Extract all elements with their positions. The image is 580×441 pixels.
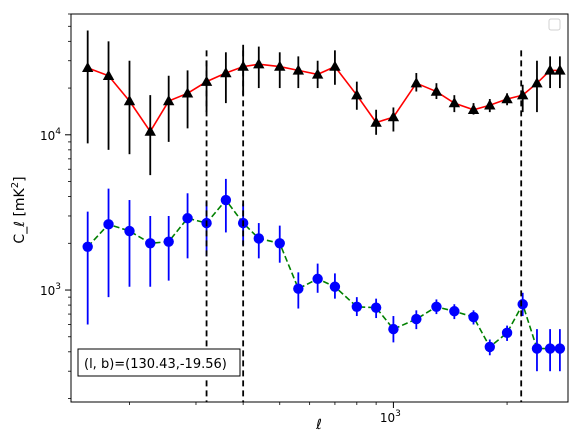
legend-box [548, 18, 561, 31]
circle-marker [274, 238, 285, 249]
triangle-marker [448, 97, 461, 108]
circle-marker [312, 273, 323, 285]
triangle-marker [81, 61, 94, 73]
triangle-marker [181, 87, 194, 98]
circle-marker [431, 301, 442, 312]
circle-marker [253, 233, 264, 244]
y-axis-label: C_ℓ [mK2] [10, 176, 28, 243]
circle-marker [351, 301, 363, 312]
triangle-marker [274, 60, 286, 71]
triangle-marker [220, 67, 232, 78]
triangle-marker [370, 116, 382, 127]
triangle-marker [387, 111, 400, 122]
annotation-box: (l, b)=(130.43,-19.56) [77, 348, 241, 377]
circle-marker [554, 343, 566, 354]
y-tick-label: 104 [40, 127, 61, 143]
circle-marker [501, 327, 513, 339]
circle-marker [163, 236, 174, 247]
triangle-marker [253, 58, 265, 69]
x-axis-label: ℓ [315, 417, 322, 433]
triangle-marker [484, 99, 496, 110]
circle-marker [103, 219, 114, 230]
circle-marker [449, 306, 460, 317]
circle-marker [517, 299, 528, 310]
triangle-marker [311, 68, 324, 79]
triangle-marker [410, 77, 423, 88]
circle-marker [544, 343, 556, 354]
circle-marker [220, 194, 232, 206]
triangle-marker [292, 64, 305, 75]
circle-marker [82, 241, 93, 252]
circle-marker [411, 313, 422, 325]
triangle-marker [544, 64, 556, 75]
triangle-marker [501, 93, 513, 104]
circle-marker [370, 302, 382, 313]
circle-marker [484, 341, 495, 353]
triangle-marker [531, 77, 543, 88]
circle-marker [329, 281, 341, 292]
triangle-marker [554, 64, 566, 75]
circle-marker [182, 213, 193, 224]
annotation-text: (l, b)=(130.43,-19.56) [84, 357, 227, 372]
plot-frame [70, 13, 569, 403]
data-markers [81, 58, 566, 354]
triangle-marker [467, 103, 480, 114]
circle-marker [468, 311, 479, 323]
triangle-marker [162, 95, 175, 106]
circle-marker [388, 323, 399, 335]
vertical-lines [205, 50, 523, 402]
axis-ticks: 103 103 104 [40, 13, 508, 425]
circle-marker [531, 343, 543, 354]
x-tick-label: 103 [380, 409, 401, 425]
triangle-marker [102, 69, 115, 80]
y-tick-label: 103 [40, 282, 61, 298]
triangle-marker [430, 85, 443, 96]
circle-marker [124, 225, 135, 237]
triangle-marker [329, 60, 341, 71]
circle-marker [293, 283, 304, 294]
triangle-marker [516, 89, 529, 100]
triangle-marker [144, 125, 156, 136]
triangle-marker [351, 89, 363, 100]
circle-marker [145, 238, 156, 249]
triangle-marker [123, 95, 136, 106]
